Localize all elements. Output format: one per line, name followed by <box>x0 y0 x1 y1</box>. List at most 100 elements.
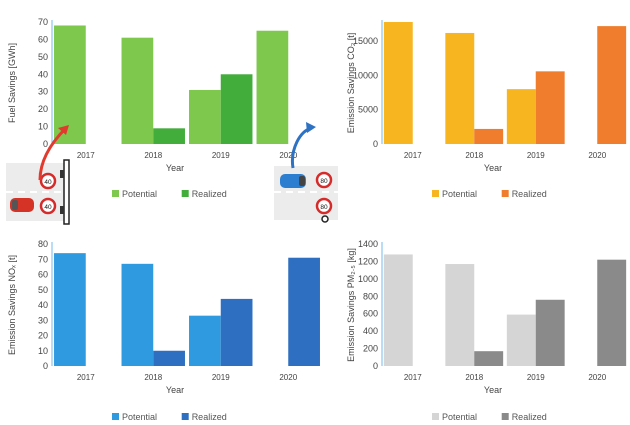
road-illustration-right: 80 80 <box>274 122 338 223</box>
bar-potential-2018 <box>445 264 475 366</box>
y-tick-label: 400 <box>363 326 378 336</box>
co2-savings-chart: 0 5000 10000 15000 2017 2018 2019 2020 Year Emiss… <box>346 20 627 199</box>
pm25-savings-chart: 0 200 400 600 800 1000 1200 1400 2017 2018 2019 202… <box>346 239 627 422</box>
speed-limit-sign-icon <box>315 171 333 189</box>
x-tick-label: 2020 <box>588 373 606 382</box>
y-tick-label: 70 <box>38 17 48 27</box>
speed-limit-sign-icon <box>39 197 57 215</box>
bar-realized-2020 <box>288 257 320 366</box>
x-tick-label: 2019 <box>212 373 230 382</box>
speed-limit-value: 40 <box>44 179 52 186</box>
y-tick-label: 800 <box>363 291 378 301</box>
bar-realized-2019 <box>535 299 565 366</box>
bar-realized-2018 <box>153 350 185 366</box>
x-tick-label: 2018 <box>144 373 162 382</box>
legend-swatch <box>181 413 189 420</box>
legend-swatch <box>501 190 509 197</box>
y-tick-label: 0 <box>373 361 378 371</box>
nox-savings-chart: 0 10 20 30 40 50 60 70 80 2017 2018 2019 2020 Year Emi… <box>7 239 320 422</box>
speed-limit-value: 80 <box>320 178 328 185</box>
y-tick-label: 0 <box>43 361 48 371</box>
arrow-head-icon <box>306 122 316 133</box>
x-tick-label: 2017 <box>404 151 422 160</box>
legend-label: Potential <box>442 412 477 422</box>
bar-potential-2017 <box>383 254 413 366</box>
x-tick-label: 2018 <box>465 373 483 382</box>
legend-swatch <box>112 413 119 420</box>
y-tick-label: 1000 <box>358 274 378 284</box>
blue-arrow-icon <box>290 126 313 169</box>
legend-label: Realized <box>192 412 227 422</box>
y-tick-label: 60 <box>38 270 48 280</box>
bar-realized-2020 <box>597 259 627 366</box>
fuel-savings-chart: 0 10 20 30 40 50 60 70 2017 2018 2019 2020 Year Fuel … <box>7 17 298 199</box>
speed-limit-value: 40 <box>44 204 52 211</box>
y-tick-label: 30 <box>38 315 48 325</box>
legend-label: Potential <box>442 189 477 199</box>
legend-swatch <box>112 190 119 197</box>
legend-swatch <box>432 190 439 197</box>
x-tick-label: 2019 <box>527 151 545 160</box>
bar-potential-2017 <box>54 253 86 366</box>
legend-swatch <box>181 190 189 197</box>
x-tick-label: 2018 <box>465 151 483 160</box>
y-tick-label: 20 <box>38 104 48 114</box>
y-tick-label: 0 <box>373 139 378 149</box>
x-tick-label: 2017 <box>404 373 422 382</box>
legend-label: Potential <box>122 189 157 199</box>
bar-realized-2018 <box>474 351 504 366</box>
y-tick-label: 70 <box>38 254 48 264</box>
y-tick-label: 40 <box>38 69 48 79</box>
legend-label: Potential <box>122 412 157 422</box>
x-tick-label: 2020 <box>279 151 297 160</box>
speed-limit-sign-icon <box>315 197 333 215</box>
y-tick-label: 80 <box>38 239 48 249</box>
x-axis-label: Year <box>484 163 502 173</box>
legend-label: Realized <box>512 412 547 422</box>
x-axis-label: Year <box>166 163 184 173</box>
road-illustration-left: 40 40 <box>6 125 70 225</box>
bar-potential-2019 <box>189 89 221 144</box>
car-windshield-icon <box>299 176 305 186</box>
y-tick-label: 10 <box>38 346 48 356</box>
bar-realized-2019 <box>220 298 253 366</box>
barrier-post <box>60 206 64 214</box>
bar-potential-2018 <box>121 263 154 366</box>
car-windshield-icon <box>12 200 18 210</box>
x-tick-label: 2019 <box>212 151 230 160</box>
bar-potential-2017 <box>383 22 413 144</box>
y-tick-label: 1400 <box>358 239 378 249</box>
y-axis-label: Emission Savings CO₂ [t] <box>346 33 356 134</box>
arrow-head-icon <box>58 125 69 135</box>
x-tick-label: 2020 <box>279 373 297 382</box>
y-tick-label: 20 <box>38 331 48 341</box>
x-tick-label: 2018 <box>144 151 162 160</box>
y-tick-label: 1200 <box>358 256 378 266</box>
y-tick-label: 10 <box>38 122 48 132</box>
x-axis-label: Year <box>166 385 184 395</box>
y-axis-label: Emission Savings PM₂.₅ [kg] <box>346 248 356 362</box>
bar-potential-2020 <box>256 30 289 144</box>
bar-potential-2019 <box>189 315 221 366</box>
bar-realized-2019 <box>220 74 253 144</box>
x-tick-label: 2020 <box>588 151 606 160</box>
bar-potential-2018 <box>121 37 154 144</box>
y-axis-label: Emission Savings NOₓ [t] <box>7 255 17 355</box>
bar-potential-2019 <box>506 89 536 144</box>
bar-potential-2019 <box>506 314 536 366</box>
legend-label: Realized <box>192 189 227 199</box>
legend-swatch <box>501 413 509 420</box>
y-tick-label: 30 <box>38 87 48 97</box>
y-tick-label: 10000 <box>353 70 378 80</box>
x-tick-label: 2017 <box>77 151 95 160</box>
legend-label: Realized <box>512 189 547 199</box>
y-tick-label: 600 <box>363 309 378 319</box>
y-tick-label: 60 <box>38 34 48 44</box>
y-tick-label: 50 <box>38 285 48 295</box>
y-tick-label: 0 <box>43 139 48 149</box>
y-tick-label: 200 <box>363 344 378 354</box>
bar-potential-2017 <box>54 25 86 144</box>
speed-limit-value: 80 <box>320 204 328 211</box>
legend-swatch <box>432 413 439 420</box>
